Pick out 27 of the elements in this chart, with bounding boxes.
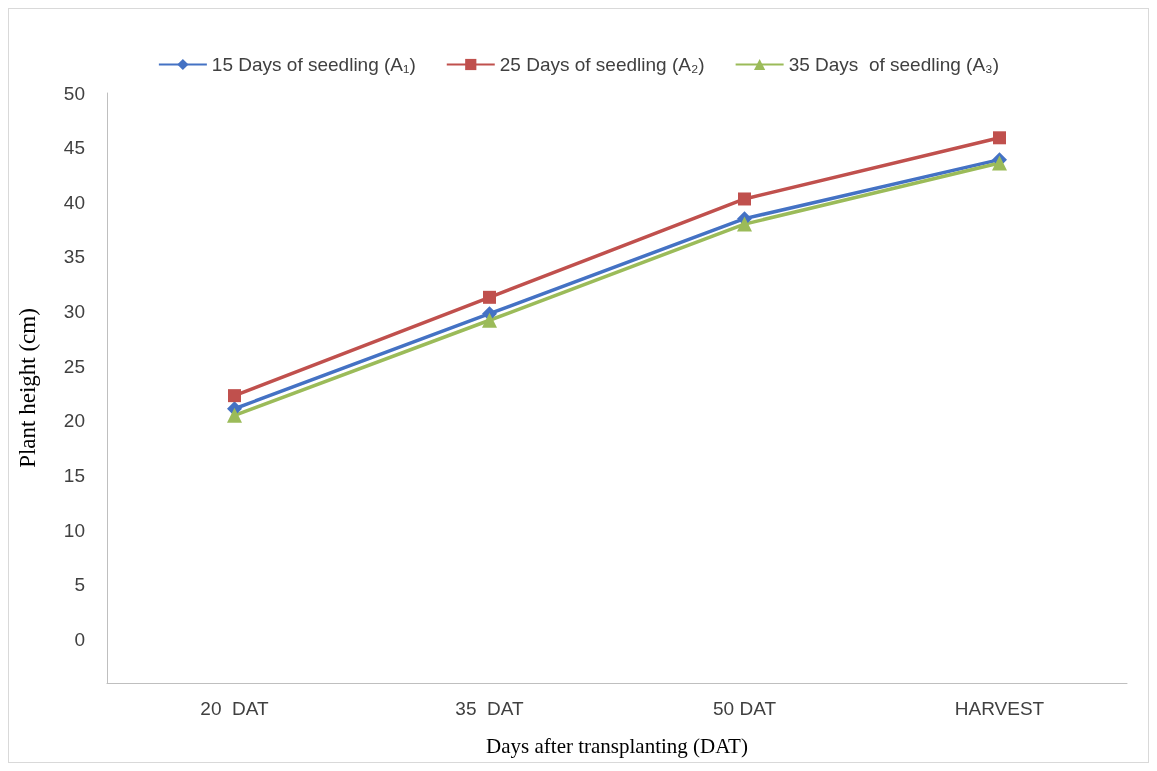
point — [738, 192, 751, 206]
y-tick-label: 5 — [74, 574, 85, 596]
point — [482, 312, 497, 328]
y-tick-label: 10 — [63, 519, 85, 541]
y-tick-label: 50 — [63, 82, 85, 104]
point — [993, 131, 1006, 145]
y-tick-label: 30 — [63, 301, 85, 323]
point — [737, 216, 752, 232]
point — [228, 389, 241, 403]
y-tick-label: 20 — [63, 410, 85, 432]
x-tick-label: 20 DAT — [200, 698, 270, 719]
y-tick-label: 40 — [63, 191, 85, 213]
y-tick-label: 15 — [63, 464, 85, 486]
y-tick-label: 0 — [74, 628, 85, 650]
y-tick-label: 45 — [63, 137, 85, 159]
y-axis-title: Plant height (cm) — [15, 308, 40, 468]
point — [483, 290, 496, 304]
legend-label: 35 Days of seedling (A₃) — [788, 54, 1000, 75]
legend-label: 25 Days of seedling (A₂) — [499, 54, 705, 75]
point — [227, 407, 242, 423]
x-tick-label: HARVEST — [954, 698, 1045, 719]
x-tick-label: 50 DAT — [712, 698, 777, 719]
y-tick-label: 35 — [63, 246, 85, 268]
x-axis-title: Days after transplanting (DAT) — [486, 733, 748, 758]
x-tick-label: 35 DAT — [455, 698, 525, 719]
legend-label: 15 Days of seedling (A₁) — [211, 54, 416, 75]
y-tick-label: 25 — [63, 355, 85, 377]
